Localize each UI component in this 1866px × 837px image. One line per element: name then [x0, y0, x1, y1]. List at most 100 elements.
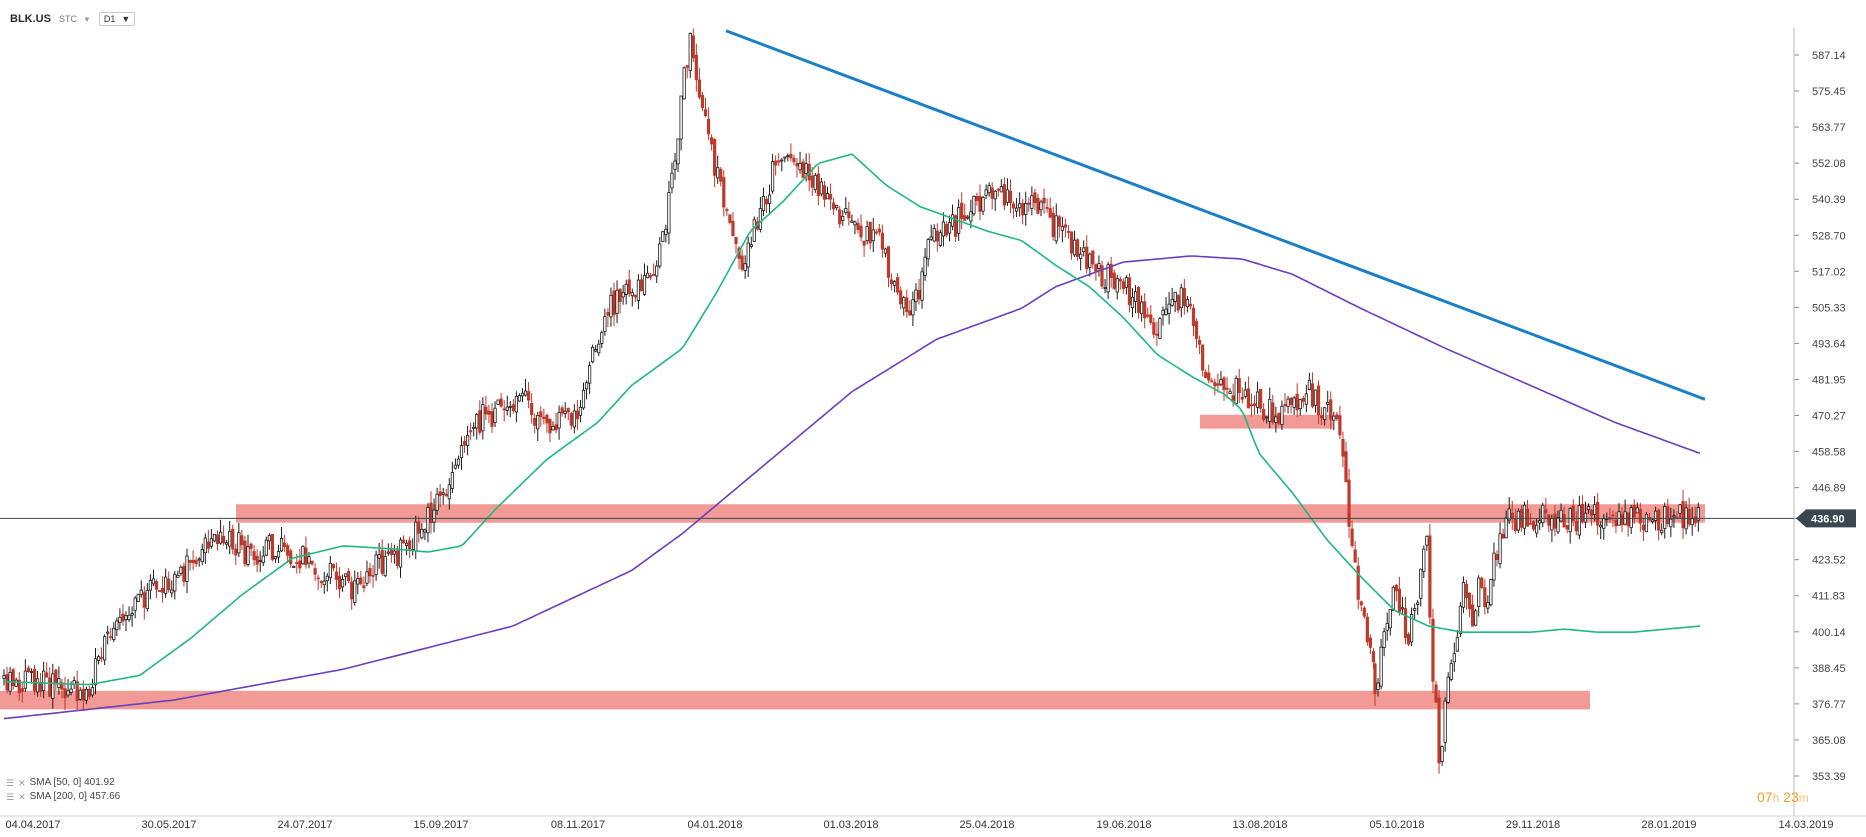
candle-body: [1632, 504, 1636, 518]
candle-body: [987, 185, 991, 194]
close-icon[interactable]: ✕: [18, 778, 26, 788]
candle-body: [1568, 508, 1572, 533]
candle-body: [1400, 607, 1405, 610]
candle-body: [1379, 646, 1383, 687]
candle-body: [758, 208, 763, 230]
candle-body: [347, 571, 351, 582]
legend-item-sma50[interactable]: ☰ ✕ SMA [50, 0] 401.92: [6, 776, 120, 790]
candle-body: [1510, 512, 1514, 519]
candle-body: [871, 229, 875, 242]
y-tick-label: 552.08: [1812, 158, 1846, 170]
settings-icon[interactable]: ☰: [6, 792, 15, 802]
candle-body: [334, 571, 339, 580]
candle-body: [1152, 322, 1156, 335]
candle-body: [548, 418, 552, 434]
candle-body: [1146, 314, 1150, 317]
candle-body: [563, 410, 567, 415]
y-tick-label: 400.14: [1812, 627, 1846, 639]
candle-body: [414, 521, 418, 552]
candle-body: [87, 688, 91, 697]
time-axis[interactable]: 04.04.2017 30.05.2017 24.07.2017 15.09.2017…: [0, 815, 1866, 831]
candle-body: [14, 679, 18, 687]
candle-body: [1060, 225, 1064, 231]
candle-body: [969, 211, 973, 222]
candle-body: [1669, 518, 1673, 528]
candle-body: [438, 491, 442, 496]
candle-body: [1176, 295, 1180, 311]
x-tick-label: 05.10.2018: [1369, 819, 1424, 831]
candle-body: [237, 532, 241, 554]
candle-body: [1385, 623, 1389, 631]
candle-body: [1008, 190, 1013, 204]
legend-item-sma200[interactable]: ☰ ✕ SMA [200, 0] 457.66: [6, 790, 120, 804]
candle-body: [48, 677, 52, 697]
candle-body: [1376, 682, 1380, 690]
candle-body: [478, 410, 482, 433]
candle-body: [322, 580, 326, 586]
candle-body: [822, 185, 827, 200]
candle-body: [127, 614, 131, 621]
candle-body: [1036, 198, 1040, 214]
candle-body: [1641, 524, 1645, 531]
candle-body: [584, 382, 589, 390]
timeframe-dropdown[interactable]: D1 ▼: [98, 12, 136, 26]
candle-body: [188, 560, 192, 563]
candle-body: [1696, 507, 1700, 521]
candle-body: [789, 153, 793, 159]
candle-body: [1051, 212, 1055, 237]
candle-body: [1127, 277, 1132, 306]
candle-body: [350, 581, 354, 600]
candle-body: [1042, 197, 1046, 204]
candle-body: [423, 529, 427, 533]
settings-icon[interactable]: ☰: [6, 778, 15, 788]
candle-body: [1240, 396, 1244, 400]
candle-body: [960, 202, 964, 219]
candle-body: [642, 275, 647, 295]
candle-body: [1094, 264, 1098, 272]
candle-body: [310, 560, 314, 565]
candle-body: [1620, 514, 1624, 526]
candle-body: [514, 396, 519, 413]
candle-body: [639, 279, 644, 292]
candle-body: [39, 681, 43, 693]
candle-body: [313, 568, 317, 575]
candle-body: [1678, 504, 1682, 514]
y-tick-label: 528.70: [1812, 230, 1846, 242]
candle-body: [780, 159, 784, 162]
candle-body: [1467, 592, 1472, 610]
candle-body: [664, 228, 668, 236]
instrument-type-dropdown[interactable]: STC ▼: [59, 14, 91, 24]
candle-body: [627, 279, 631, 294]
candle-body: [1088, 253, 1092, 268]
symbol-label[interactable]: BLK.US: [10, 13, 51, 25]
candle-body: [1170, 298, 1174, 306]
candle-body: [1353, 549, 1357, 563]
close-icon[interactable]: ✕: [18, 792, 26, 802]
candle-body: [1593, 504, 1597, 515]
candle-body: [1201, 344, 1205, 371]
price-axis[interactable]: 587.14 575.45 563.77 552.08 540.39 528.70 517.…: [1793, 28, 1846, 816]
candle-body: [1461, 582, 1466, 608]
candle-body: [1323, 407, 1327, 421]
candle-body: [697, 79, 702, 98]
candle-body: [655, 265, 659, 277]
candle-body: [633, 294, 637, 298]
candle-body: [231, 528, 235, 550]
x-tick-label: 04.04.2017: [5, 819, 60, 831]
candle-body: [1118, 278, 1122, 282]
candle-body: [661, 231, 665, 242]
candle-body: [328, 562, 332, 579]
candle-body: [1286, 398, 1290, 407]
candle-body: [1538, 519, 1542, 524]
candle-body: [234, 548, 238, 556]
candle-body: [1344, 451, 1348, 483]
candle-body: [947, 222, 952, 234]
candle-countdown: 07h 23m: [1757, 789, 1809, 805]
candle-body: [816, 173, 820, 196]
candle-body: [118, 617, 122, 624]
candle-body: [868, 221, 872, 244]
candle-body: [136, 593, 140, 602]
candle-body: [1030, 195, 1034, 209]
candle-body: [990, 187, 994, 199]
